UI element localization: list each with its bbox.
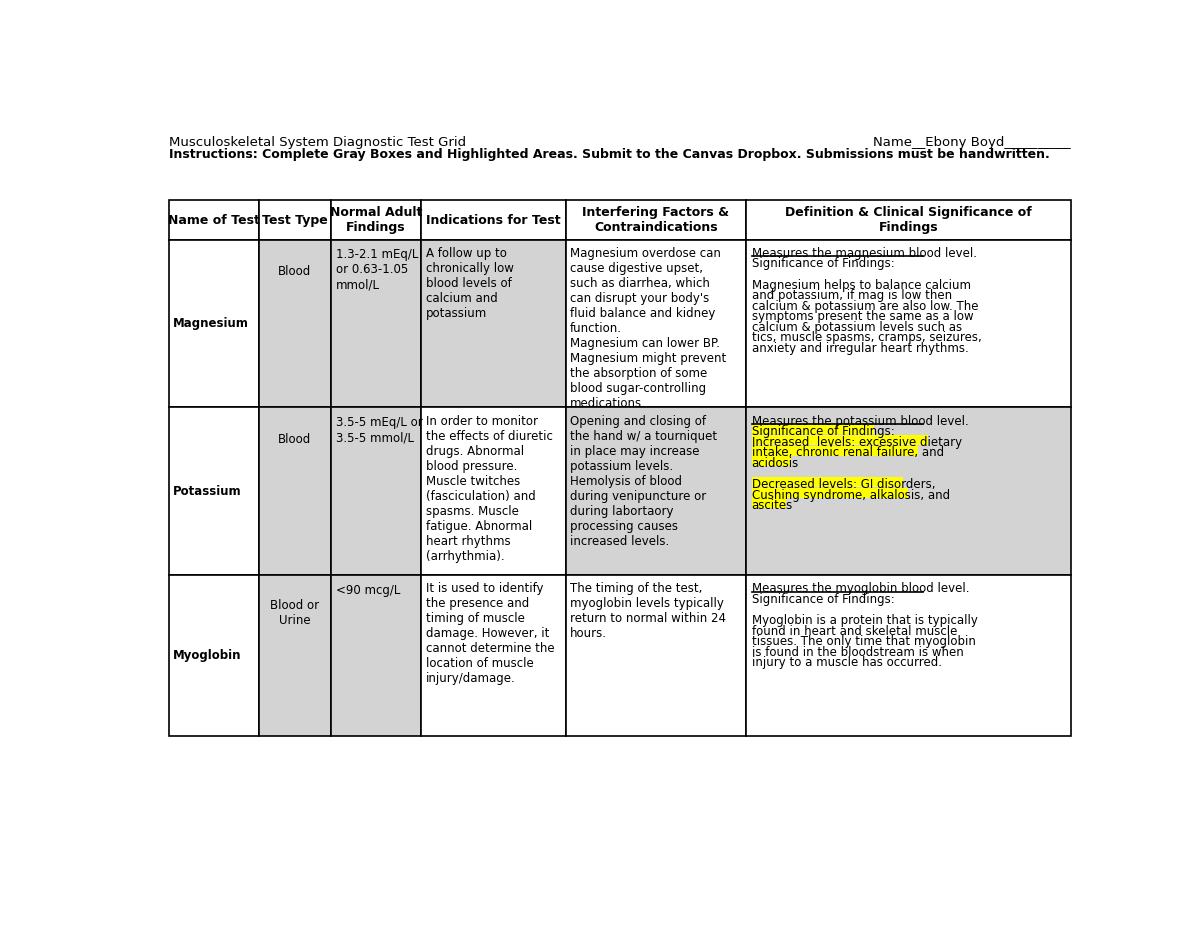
Text: anxiety and irregular heart rhythms.: anxiety and irregular heart rhythms. (751, 342, 968, 355)
Text: Instructions: Complete Gray Boxes and Highlighted Areas. Submit to the Canvas Dr: Instructions: Complete Gray Boxes and Hi… (168, 147, 1049, 160)
Bar (421, 240, 565, 408)
Text: ascites: ascites (751, 499, 793, 512)
Text: It is used to identify
the presence and
timing of muscle
damage. However, it
can: It is used to identify the presence and … (426, 582, 554, 685)
Bar (259, 240, 331, 408)
Text: Blood or
Urine: Blood or Urine (270, 599, 319, 628)
Text: Measures the magnesium blood level.: Measures the magnesium blood level. (751, 247, 977, 260)
Text: Myoglobin is a protein that is typically: Myoglobin is a protein that is typically (751, 614, 977, 627)
Bar (565, 240, 746, 408)
Bar (751, 435, 928, 445)
Bar (259, 200, 331, 240)
Bar (565, 408, 746, 575)
Text: Decreased levels: GI disorders,: Decreased levels: GI disorders, (751, 478, 935, 491)
Text: Blood: Blood (278, 265, 312, 278)
Text: and potassium, if mag is low then: and potassium, if mag is low then (751, 289, 952, 302)
Bar (168, 240, 259, 408)
Text: symptoms present the same as a low: symptoms present the same as a low (751, 311, 973, 324)
Bar (331, 408, 421, 575)
Text: calcium & potassium are also low. The: calcium & potassium are also low. The (751, 299, 978, 312)
Bar (331, 200, 421, 240)
Text: Potassium: Potassium (173, 485, 242, 498)
Bar (331, 575, 421, 736)
Text: In order to monitor
the effects of diuretic
drugs. Abnormal
blood pressure.
Musc: In order to monitor the effects of diure… (426, 414, 553, 563)
Text: tics, muscle spasms, cramps, seizures,: tics, muscle spasms, cramps, seizures, (751, 331, 982, 344)
Text: 1.3-2.1 mEq/L
or 0.63-1.05
mmol/L: 1.3-2.1 mEq/L or 0.63-1.05 mmol/L (336, 248, 418, 291)
Text: Interfering Factors &
Contraindications: Interfering Factors & Contraindications (582, 206, 730, 235)
Bar (746, 200, 1070, 240)
Bar (259, 408, 331, 575)
Text: Blood: Blood (278, 433, 312, 446)
Text: Normal Adult
Findings: Normal Adult Findings (330, 206, 422, 235)
Text: Increased  levels: excessive dietary: Increased levels: excessive dietary (751, 436, 961, 449)
Bar (746, 408, 1070, 575)
Text: Cushing syndrome, alkalosis, and: Cushing syndrome, alkalosis, and (751, 489, 949, 502)
Bar (751, 488, 908, 498)
Text: Magnesium helps to balance calcium: Magnesium helps to balance calcium (751, 278, 971, 292)
Text: Definition & Clinical Significance of
Findings: Definition & Clinical Significance of Fi… (785, 206, 1032, 235)
Text: found in heart and skeletal muscle: found in heart and skeletal muscle (751, 625, 956, 638)
Bar (751, 499, 786, 508)
Bar (751, 456, 791, 466)
Bar (259, 575, 331, 736)
Text: The timing of the test,
myoglobin levels typically
return to normal within 24
ho: The timing of the test, myoglobin levels… (570, 582, 726, 641)
Text: Measures the myoglobin blood level.: Measures the myoglobin blood level. (751, 582, 970, 595)
Bar (746, 575, 1070, 736)
Text: intake, chronic renal failure, and: intake, chronic renal failure, and (751, 446, 943, 459)
Bar (565, 200, 746, 240)
Text: Significance of Findings:: Significance of Findings: (751, 258, 894, 271)
Text: Significance of Findings:: Significance of Findings: (751, 593, 894, 606)
Text: tissues. The only time that myoglobin: tissues. The only time that myoglobin (751, 635, 976, 648)
Text: Opening and closing of
the hand w/ a tourniquet
in place may increase
potassium : Opening and closing of the hand w/ a tou… (570, 414, 718, 548)
Bar (168, 200, 259, 240)
Text: Magnesium: Magnesium (173, 317, 250, 330)
Bar (331, 240, 421, 408)
Bar (168, 575, 259, 736)
Text: calcium & potassium levels such as: calcium & potassium levels such as (751, 321, 961, 334)
Text: Name of Test: Name of Test (168, 213, 259, 226)
Text: acidosis: acidosis (751, 457, 799, 470)
Bar (751, 425, 874, 435)
Text: Significance of Findings:: Significance of Findings: (751, 425, 894, 438)
Text: 3.5-5 mEq/L or
3.5-5 mmol/L: 3.5-5 mEq/L or 3.5-5 mmol/L (336, 416, 422, 444)
Text: Musculoskeletal System Diagnostic Test Grid: Musculoskeletal System Diagnostic Test G… (168, 135, 466, 148)
Text: Measures the potassium blood level.: Measures the potassium blood level. (751, 414, 968, 427)
Bar (421, 575, 565, 736)
Bar (421, 200, 565, 240)
Text: <90 mcg/L: <90 mcg/L (336, 584, 400, 597)
Bar (751, 477, 904, 488)
Text: is found in the bloodstream is when: is found in the bloodstream is when (751, 646, 964, 659)
Text: Magnesium overdose can
cause digestive upset,
such as diarrhea, which
can disrup: Magnesium overdose can cause digestive u… (570, 247, 726, 410)
Text: Name__Ebony Boyd__________: Name__Ebony Boyd__________ (874, 135, 1070, 148)
Text: Indications for Test: Indications for Test (426, 213, 560, 226)
Bar (168, 408, 259, 575)
Text: Test Type: Test Type (262, 213, 328, 226)
Text: A follow up to
chronically low
blood levels of
calcium and
potassium: A follow up to chronically low blood lev… (426, 247, 514, 320)
Bar (565, 575, 746, 736)
Bar (421, 408, 565, 575)
Bar (746, 240, 1070, 408)
Bar (751, 446, 918, 455)
Text: injury to a muscle has occurred.: injury to a muscle has occurred. (751, 656, 942, 669)
Text: Myoglobin: Myoglobin (173, 649, 241, 662)
